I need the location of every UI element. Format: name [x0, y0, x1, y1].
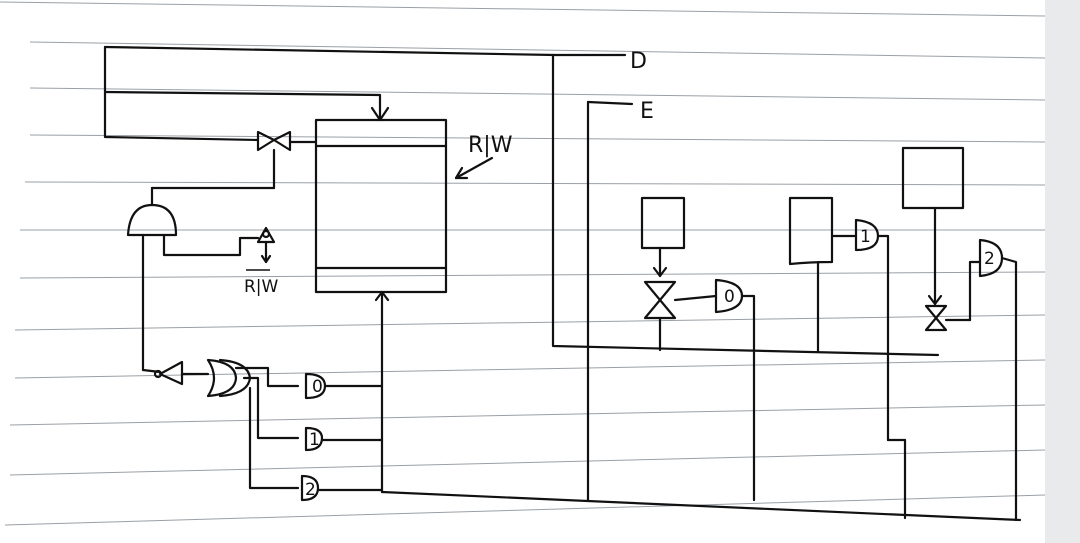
- register-1: [640, 196, 686, 250]
- ink-wiring: [103, 45, 1022, 522]
- buffer-gate: [158, 360, 184, 386]
- ruled-lines: [0, 1, 1046, 526]
- rw-label-bar: R|W: [244, 277, 279, 297]
- bus-d-vertical: [551, 53, 940, 357]
- rw-pointer: [454, 156, 494, 180]
- transmission-gate-1: [643, 280, 677, 320]
- gate-register-3-label: 2: [984, 249, 995, 269]
- selector-gate-2-label: 2: [305, 480, 316, 500]
- register-3: [901, 146, 965, 210]
- selector-gate-0-label: 0: [312, 377, 323, 397]
- selector-gate-1-label: 1: [309, 430, 320, 450]
- bus-e-label: E: [640, 99, 654, 124]
- bus-e-wire: [586, 100, 634, 106]
- selector-gate-2: [300, 474, 320, 502]
- left-frame-wire: [103, 45, 260, 142]
- gate-register-1-label: 0: [724, 287, 735, 307]
- register-2: [788, 196, 834, 266]
- gate-register-2-label: 1: [860, 227, 871, 247]
- selector-gate-1: [304, 426, 324, 452]
- or-gate: [206, 358, 238, 398]
- rw-label-main: R|W: [468, 133, 513, 158]
- bottom-bus: [380, 490, 1022, 522]
- bus-d-wire: [103, 45, 627, 57]
- page-edge: [1045, 0, 1080, 543]
- bus-d-label: D: [630, 49, 647, 74]
- memory-top-wire: [103, 90, 382, 120]
- transmission-gate-top: [256, 130, 292, 152]
- transmission-gate-3: [924, 304, 948, 332]
